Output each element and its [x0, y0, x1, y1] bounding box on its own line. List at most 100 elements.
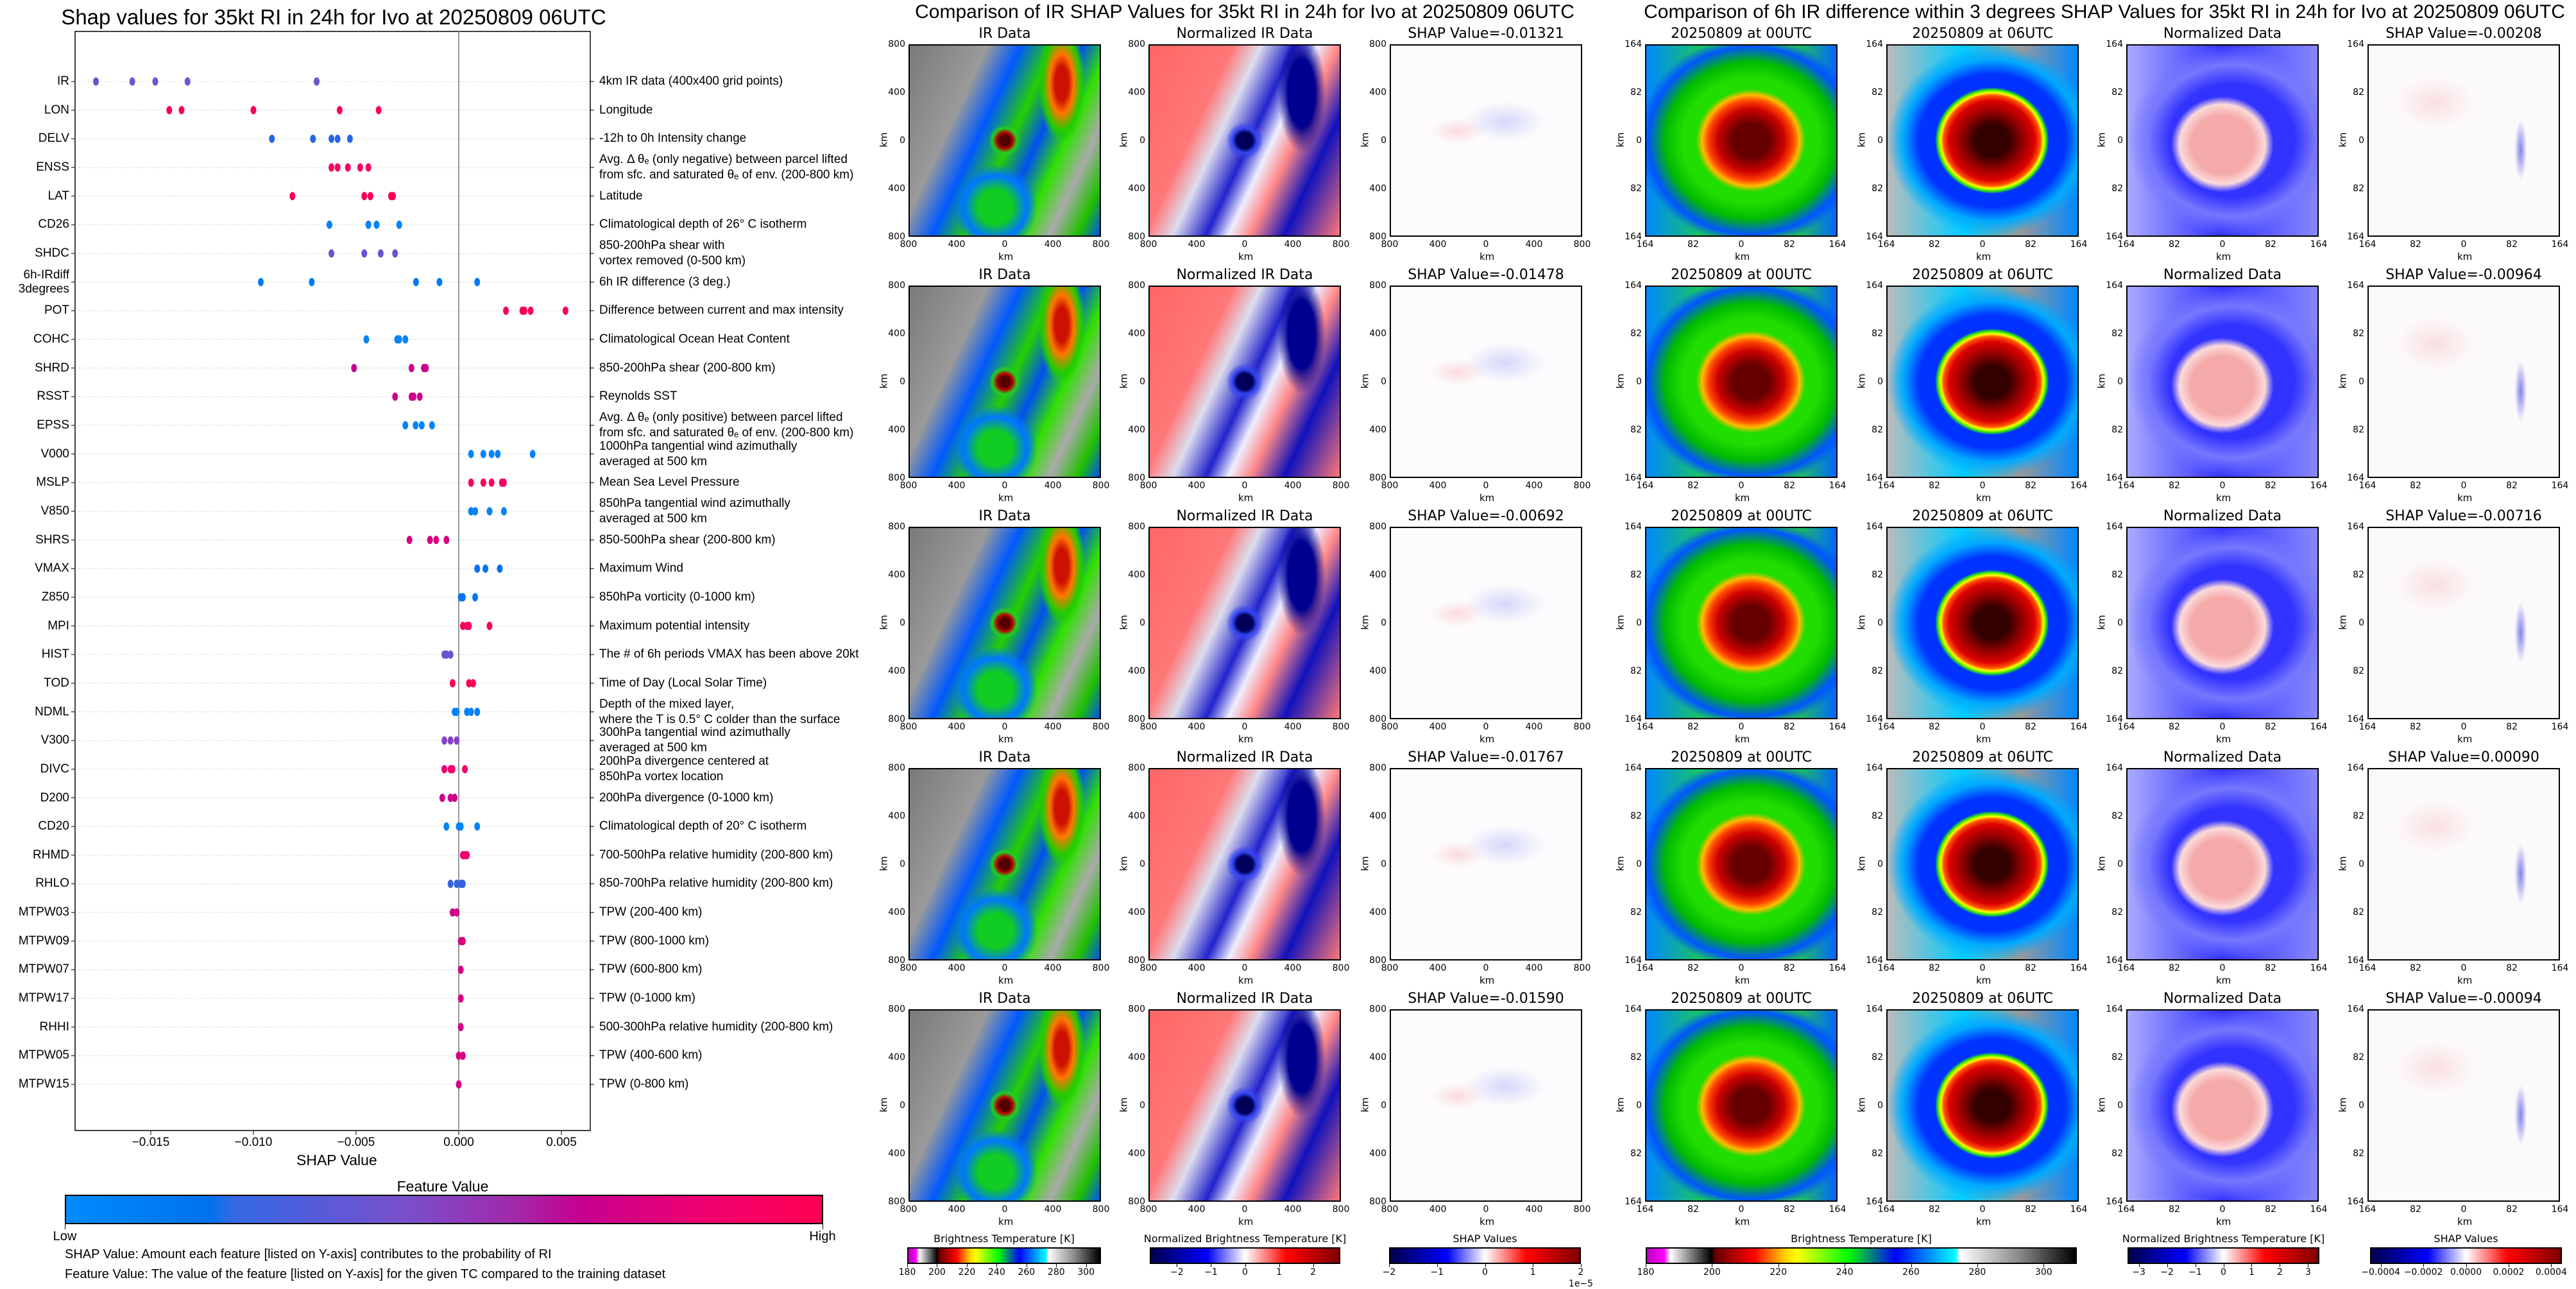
x-tick-label: 800 — [1573, 963, 1591, 973]
d6-image — [1886, 527, 2079, 719]
y-tick-label: 82 — [2111, 1148, 2123, 1159]
x-axis-label: km — [1735, 251, 1750, 262]
feature-description: Depth of the mixed layer, where the T is … — [599, 697, 840, 728]
y-tick-label: 400 — [888, 811, 905, 821]
shap-point — [326, 220, 332, 229]
y-tick-label: 164 — [1866, 473, 1883, 483]
colorbar-tick — [1911, 1264, 1912, 1267]
y-tick-label: 800 — [888, 522, 905, 532]
x-tick-label: 800 — [1092, 481, 1110, 491]
shap-point — [250, 106, 257, 115]
y-tick-label: 400 — [888, 87, 905, 98]
y-axis-label: km — [1614, 856, 1626, 871]
ir-image — [908, 768, 1101, 960]
y-tick-label: 400 — [1369, 1148, 1386, 1159]
y-tick-label: 0 — [1877, 618, 1883, 628]
x-tick-label: 164 — [2117, 1204, 2135, 1215]
x-tick-label: 800 — [1139, 1204, 1157, 1215]
panel-title: SHAP Value=-0.01590 — [1408, 991, 1564, 1007]
x-tick-label: 0 — [1241, 239, 1248, 250]
x-tick-label: 0 — [1738, 722, 1744, 732]
x-tick-label: 82 — [2506, 481, 2518, 491]
y-tick-label: 82 — [2353, 1148, 2364, 1159]
panel-title: Normalized Data — [2163, 991, 2282, 1007]
shap-point — [474, 822, 481, 831]
y-tick-label: 400 — [1128, 1052, 1145, 1063]
colorbar-tick — [1056, 1264, 1057, 1267]
x-tick-label: 164 — [2070, 963, 2088, 973]
y-tick-label: 82 — [1630, 570, 1642, 580]
y-tick-label: 400 — [1128, 907, 1145, 918]
x-tick-label: 82 — [1929, 239, 1940, 250]
y-tick-label: 82 — [2353, 666, 2364, 676]
shap-point — [459, 593, 466, 602]
shap-point — [468, 507, 474, 516]
shap-point — [418, 421, 425, 430]
x-tick-label: 0 — [1979, 239, 1986, 250]
y-axis-label: km — [1118, 856, 1130, 871]
y-tick-label: 0 — [900, 859, 905, 869]
shap-point — [500, 478, 507, 487]
feature-description: Maximum Wind — [599, 561, 683, 576]
y-axis-label: km — [2337, 615, 2349, 630]
y-tick-label: 164 — [2106, 473, 2123, 483]
y-tick-label: 164 — [1866, 955, 1883, 966]
y-tick-label: 800 — [1128, 1004, 1145, 1014]
shap-point — [480, 450, 486, 459]
y-tick-label: 164 — [1866, 280, 1883, 291]
x-tick-label: 400 — [1429, 722, 1447, 732]
y-tick-label: 82 — [2111, 570, 2123, 580]
shap-point — [449, 765, 456, 774]
feature-label: CD20 — [38, 819, 69, 833]
y-tick-label: 400 — [1369, 329, 1386, 339]
y-tick-label: 800 — [1128, 763, 1145, 773]
ir-image — [908, 44, 1101, 237]
feature-description: 850-700hPa relative humidity (200-800 km… — [599, 876, 833, 891]
colorbar-tick-label: 1 — [2249, 1267, 2255, 1277]
shap-point — [459, 622, 466, 631]
shap-point — [408, 364, 414, 373]
y-axis-label: km — [878, 856, 890, 871]
shap-point — [562, 306, 568, 315]
colorbar-tick — [1977, 1264, 1978, 1267]
shap-point — [529, 450, 536, 459]
colorbar-tick-label: 0.0004 — [2535, 1267, 2567, 1277]
colorbar-tick-label: −0.0002 — [2403, 1267, 2443, 1277]
x-tick-label: 400 — [1188, 1204, 1206, 1215]
x-tick-label: 400 — [948, 963, 966, 973]
shap-point — [166, 106, 173, 115]
colorbar-tick-label: −2 — [1382, 1267, 1396, 1277]
feature-description: Maximum potential intensity — [599, 619, 749, 634]
x-tick-label: 400 — [948, 239, 966, 250]
y-tick-label: 164 — [1866, 522, 1883, 532]
feature-description-line: vortex removed (0-500 km) — [599, 253, 746, 268]
x-tick-label: −0.010 — [234, 1136, 273, 1149]
shap-point — [480, 478, 486, 487]
y-tick-label: 800 — [1128, 955, 1145, 966]
y-axis-label: km — [1118, 1097, 1130, 1113]
feature-label: MPI — [47, 619, 69, 633]
x-tick-label: 800 — [1332, 239, 1350, 250]
feature-label: SHRD — [35, 361, 69, 375]
feature-label: IR — [57, 74, 69, 88]
colorbar-title: Normalized Brightness Temperature [K] — [1143, 1233, 1347, 1245]
shap-point — [454, 908, 460, 917]
shap-point — [365, 220, 371, 229]
shap-point — [447, 794, 454, 802]
x-tick-label: 164 — [1636, 239, 1654, 250]
y-tick-label: 82 — [1872, 87, 1883, 98]
feature-description-line: 850-200hPa shear with — [599, 238, 725, 252]
y-tick-label: 164 — [2106, 522, 2123, 532]
panel-title: SHAP Value=-0.00692 — [1408, 508, 1564, 524]
panel-title: IR Data — [978, 508, 1031, 524]
colorbar-tick-label: 280 — [1968, 1267, 1986, 1277]
y-axis-label: km — [1359, 132, 1371, 148]
shap-point — [402, 335, 409, 344]
colorbar-tick-label: 2 — [1578, 1267, 1584, 1277]
x-axis-label: km — [1238, 1216, 1254, 1227]
feature-description-line: Maximum Wind — [599, 561, 683, 576]
colorbar-ir — [907, 1247, 1101, 1264]
colorbar-tick — [1778, 1264, 1779, 1267]
plot-frame — [74, 31, 591, 1131]
y-tick-label: 164 — [1866, 39, 1883, 49]
